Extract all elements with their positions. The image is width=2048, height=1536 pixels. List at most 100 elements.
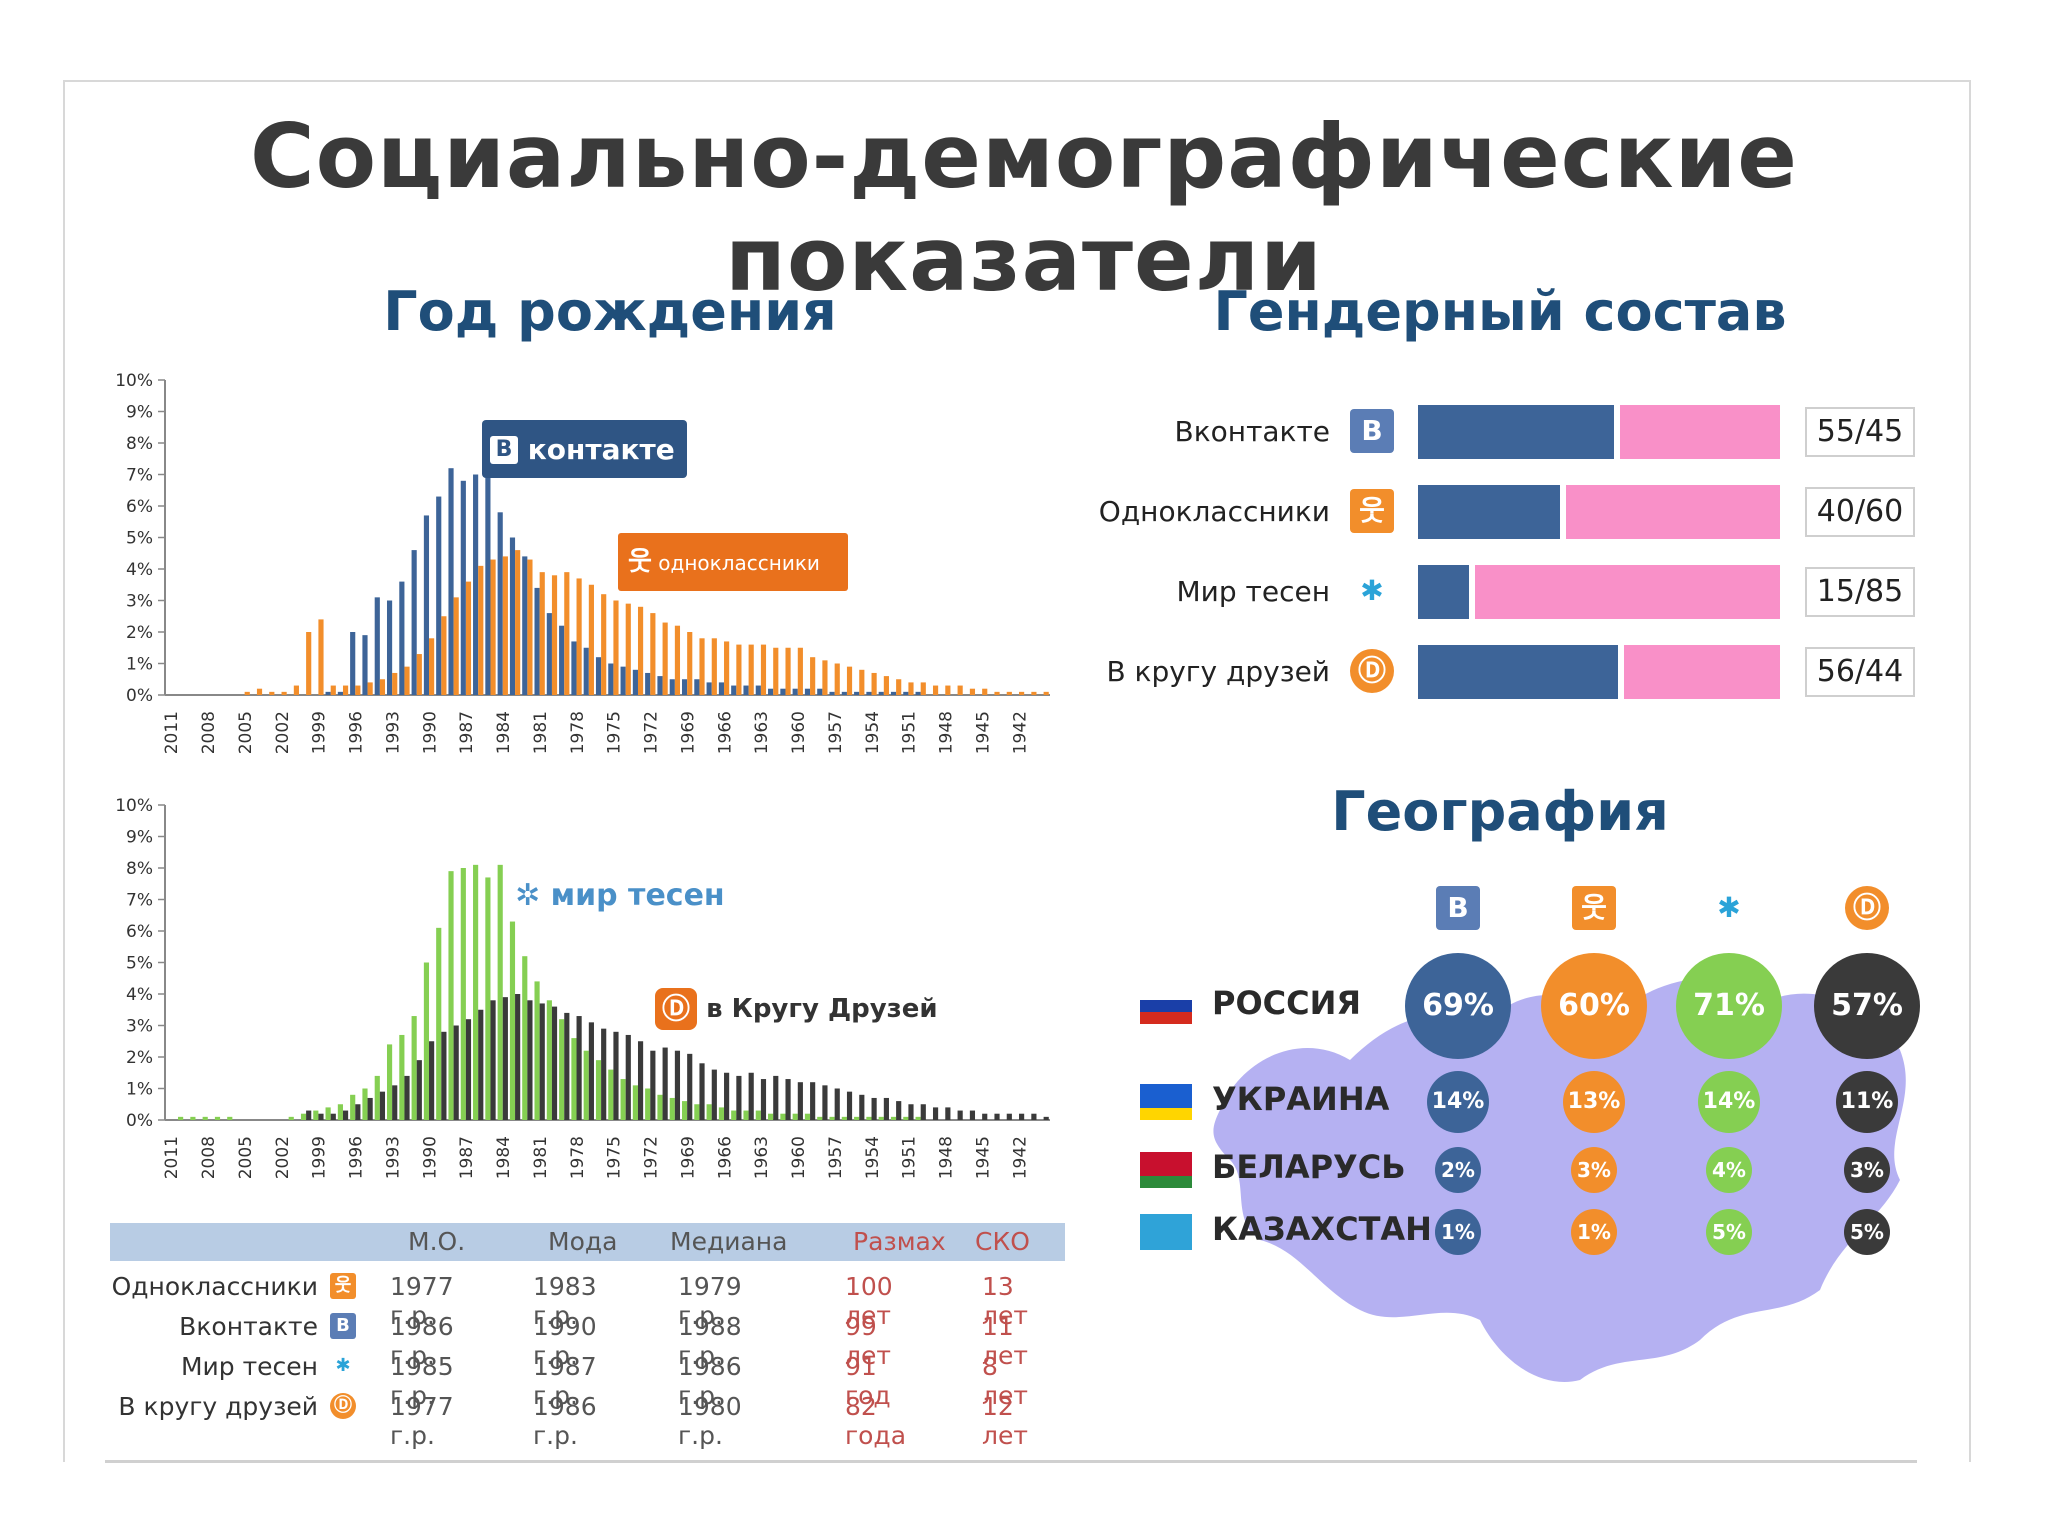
stats-header: Размах — [853, 1227, 946, 1256]
x-tick-label: 1975 — [605, 1136, 625, 1179]
bar — [269, 691, 275, 695]
stats-cell: 1980 г.р. — [678, 1392, 742, 1450]
bar — [214, 1116, 221, 1120]
bar — [571, 641, 577, 695]
geography-title: География — [1331, 780, 1669, 843]
stats-cell: 11 лет — [982, 1312, 1028, 1370]
bar — [785, 647, 791, 695]
bar — [1043, 691, 1049, 695]
bar — [527, 559, 533, 695]
mir-logo-icon: ✲ — [515, 878, 541, 913]
x-tick-label: 1948 — [937, 711, 957, 754]
bar — [718, 1107, 725, 1120]
stats-cell: 1988 г.р. — [678, 1312, 742, 1370]
birth-chart-bottom: 0% 1% 2% 3% 4% 5% 6% 7% 8% 9% 10% 2011 2008 2005 2002 1… — [115, 796, 1050, 1179]
bar — [546, 1000, 552, 1120]
bar — [797, 1082, 803, 1120]
x-tick-label: 1990 — [420, 1136, 440, 1179]
y-tick-label: 7% — [126, 466, 153, 486]
bar — [306, 1110, 312, 1120]
bar — [969, 688, 976, 695]
geo-share-circle: 5% — [1844, 1209, 1890, 1255]
gender-ratio: 40/60 — [1805, 487, 1915, 537]
bar — [337, 1104, 343, 1120]
bar — [355, 1104, 361, 1120]
x-tick-label: 1945 — [973, 1136, 993, 1179]
x-tick-label: 1942 — [1010, 1136, 1030, 1179]
bar — [871, 1097, 877, 1120]
x-tick-label: 1951 — [900, 1136, 920, 1179]
bar — [362, 1088, 368, 1120]
bar — [362, 635, 368, 695]
bar — [404, 666, 410, 695]
x-tick-label: 1993 — [383, 711, 403, 754]
vk-icon: В — [1436, 886, 1480, 930]
vkrugu-logo: Ⓓ в Кругу Друзей — [655, 988, 938, 1030]
bar — [817, 688, 823, 695]
bar — [878, 691, 884, 695]
bar — [1006, 691, 1012, 695]
geo-share-circle: 57% — [1814, 953, 1920, 1059]
geo-share-circle: 14% — [1427, 1071, 1489, 1133]
x-tick-label: 1957 — [826, 1136, 846, 1179]
birth-chart-top: 0% 1% 2% 3% 4% 5% 6% 7% 8% 9% 10% 2011 2008 2005 2002 1… — [115, 371, 1050, 754]
bar — [588, 584, 594, 695]
bar — [687, 632, 693, 695]
geo-share-circle: 1% — [1435, 1209, 1481, 1255]
bar — [436, 496, 442, 695]
bar — [386, 600, 393, 695]
bar — [551, 575, 558, 695]
y-tick-label: 5% — [126, 954, 153, 974]
bar — [465, 581, 472, 695]
y-tick-label: 0% — [126, 1111, 153, 1131]
bar — [423, 962, 430, 1120]
vk-badge-label: контакте — [527, 433, 675, 466]
x-tick-label: 1978 — [568, 711, 588, 754]
vk-badge: В контакте — [482, 420, 687, 478]
ok-icon: 웃 — [330, 1273, 356, 1299]
bar — [453, 1025, 459, 1120]
mir-logo-label: мир тесен — [550, 878, 725, 913]
vkrugu-icon: Ⓓ — [1845, 886, 1889, 930]
bar — [227, 1116, 233, 1120]
bar — [674, 1050, 681, 1120]
bar — [379, 679, 386, 695]
stats-cell: 1986 г.р. — [390, 1312, 454, 1370]
x-tick-label: 2008 — [199, 711, 219, 754]
x-tick-label: 1954 — [863, 1136, 883, 1179]
x-tick-label: 1972 — [642, 1136, 662, 1179]
x-tick-label: 1999 — [310, 1136, 330, 1179]
bar — [817, 1116, 823, 1120]
bar — [841, 691, 847, 695]
bar — [1019, 691, 1025, 695]
y-tick-label: 2% — [126, 623, 153, 643]
bar — [625, 603, 631, 695]
stats-cell: 82 года — [845, 1392, 907, 1450]
bar — [804, 1113, 811, 1120]
bar — [453, 597, 459, 695]
stats-cell: 1983 г.р. — [533, 1272, 597, 1330]
x-tick-label: 1996 — [347, 1136, 367, 1179]
geo-share-circle: 2% — [1435, 1147, 1481, 1193]
bar — [244, 691, 250, 695]
bar — [429, 1041, 435, 1120]
stats-cell: 100 лет — [845, 1272, 893, 1330]
gender-ratio: 56/44 — [1805, 647, 1915, 697]
x-tick-label: 1984 — [494, 1136, 514, 1179]
bar — [768, 688, 774, 695]
x-tick-label: 1996 — [347, 711, 367, 754]
bar — [620, 1079, 626, 1120]
mir-logo: ✲ мир тесен — [515, 878, 725, 913]
bar — [681, 1101, 688, 1120]
y-tick-label: 6% — [126, 497, 153, 517]
bar — [866, 691, 872, 695]
x-tick-label: 1966 — [715, 1136, 735, 1179]
x-tick-label: 2008 — [199, 1136, 219, 1179]
flag-icon — [1140, 1214, 1192, 1250]
bar — [645, 1088, 651, 1120]
country-label: БЕЛАРУСЬ — [1212, 1148, 1406, 1186]
bar — [883, 676, 889, 695]
y-tick-label: 9% — [126, 828, 153, 848]
y-tick-label: 8% — [126, 434, 153, 454]
bar — [337, 691, 343, 695]
